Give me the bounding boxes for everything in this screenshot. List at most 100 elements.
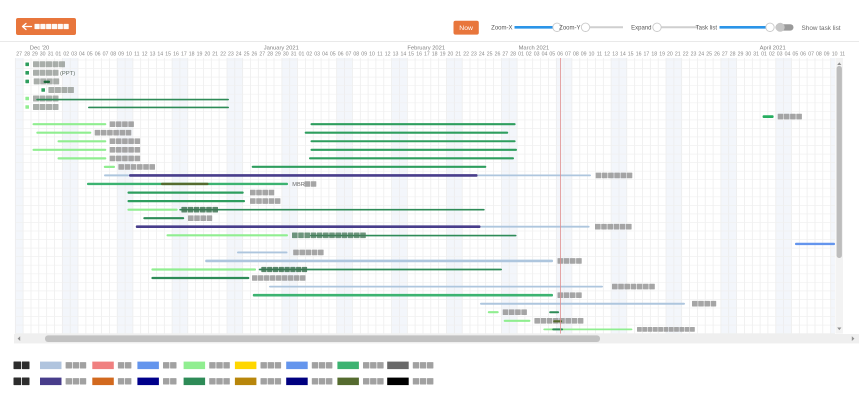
svg-text:06: 06 — [557, 52, 563, 58]
svg-text:01: 01 — [518, 52, 524, 58]
svg-text:06: 06 — [95, 52, 101, 58]
svg-text:13: 13 — [150, 52, 156, 58]
svg-text:17: 17 — [644, 52, 650, 58]
svg-text:26: 26 — [495, 52, 501, 58]
svg-text:Show task list: Show task list — [802, 25, 841, 32]
svg-text:27: 27 — [502, 52, 508, 58]
svg-text:10: 10 — [369, 52, 375, 58]
svg-text:21: 21 — [455, 52, 461, 58]
svg-text:23: 23 — [691, 52, 697, 58]
svg-text:28: 28 — [267, 52, 273, 58]
svg-text:25: 25 — [244, 52, 250, 58]
svg-text:26: 26 — [252, 52, 258, 58]
svg-text:13: 13 — [393, 52, 399, 58]
svg-text:01: 01 — [56, 52, 62, 58]
svg-text:18: 18 — [432, 52, 438, 58]
svg-text:08: 08 — [573, 52, 579, 58]
svg-text:02: 02 — [306, 52, 312, 58]
svg-text:05: 05 — [330, 52, 336, 58]
svg-text:12: 12 — [385, 52, 391, 58]
svg-text:04: 04 — [322, 52, 328, 58]
svg-text:02: 02 — [526, 52, 532, 58]
svg-text:29: 29 — [738, 52, 744, 58]
svg-text:23: 23 — [228, 52, 234, 58]
svg-text:11: 11 — [377, 52, 382, 58]
svg-text:14: 14 — [401, 52, 407, 58]
svg-text:04: 04 — [542, 52, 548, 58]
svg-text:02: 02 — [769, 52, 775, 58]
svg-text:28: 28 — [510, 52, 516, 58]
svg-text:08: 08 — [816, 52, 822, 58]
svg-text:03: 03 — [534, 52, 540, 58]
svg-text:20: 20 — [448, 52, 454, 58]
svg-text:22: 22 — [463, 52, 469, 58]
svg-text:21: 21 — [675, 52, 681, 58]
svg-text:12: 12 — [604, 52, 610, 58]
svg-text:11: 11 — [597, 52, 602, 58]
svg-text:28: 28 — [730, 52, 736, 58]
svg-text:18: 18 — [651, 52, 657, 58]
svg-text:07: 07 — [565, 52, 571, 58]
svg-text:14: 14 — [157, 52, 163, 58]
svg-text:05: 05 — [87, 52, 93, 58]
svg-text:10: 10 — [126, 52, 132, 58]
svg-text:24: 24 — [698, 52, 704, 58]
svg-text:31: 31 — [48, 52, 54, 58]
svg-text:05: 05 — [793, 52, 799, 58]
svg-text:16: 16 — [636, 52, 642, 58]
svg-text:March 2021: March 2021 — [519, 45, 550, 51]
svg-text:Expand: Expand — [631, 25, 651, 31]
svg-text:05: 05 — [549, 52, 555, 58]
svg-text:Now: Now — [459, 25, 473, 32]
svg-text:06: 06 — [338, 52, 344, 58]
svg-text:03: 03 — [777, 52, 783, 58]
svg-text:14: 14 — [620, 52, 626, 58]
svg-text:09: 09 — [581, 52, 587, 58]
svg-text:20: 20 — [667, 52, 673, 58]
svg-text:16: 16 — [173, 52, 179, 58]
svg-text:Task list: Task list — [696, 25, 718, 31]
svg-text:23: 23 — [471, 52, 477, 58]
svg-text:26: 26 — [714, 52, 720, 58]
svg-text:February 2021: February 2021 — [407, 45, 445, 51]
svg-text:January 2021: January 2021 — [264, 45, 299, 51]
svg-text:(PPT): (PPT) — [60, 71, 75, 77]
svg-text:01: 01 — [299, 52, 305, 58]
svg-text:24: 24 — [479, 52, 485, 58]
svg-text:19: 19 — [440, 52, 446, 58]
svg-text:31: 31 — [753, 52, 759, 58]
svg-text:02: 02 — [63, 52, 69, 58]
svg-text:09: 09 — [361, 52, 367, 58]
svg-text:11: 11 — [840, 52, 845, 58]
svg-text:03: 03 — [71, 52, 77, 58]
svg-text:15: 15 — [165, 52, 171, 58]
svg-text:04: 04 — [79, 52, 85, 58]
svg-text:07: 07 — [808, 52, 814, 58]
svg-text:11: 11 — [134, 52, 139, 58]
svg-text:25: 25 — [706, 52, 712, 58]
svg-text:31: 31 — [291, 52, 297, 58]
svg-text:01: 01 — [761, 52, 767, 58]
svg-text:19: 19 — [197, 52, 203, 58]
svg-text:28: 28 — [24, 52, 30, 58]
svg-text:09: 09 — [118, 52, 124, 58]
svg-text:27: 27 — [722, 52, 728, 58]
svg-text:30: 30 — [745, 52, 751, 58]
svg-text:17: 17 — [181, 52, 187, 58]
svg-text:24: 24 — [236, 52, 242, 58]
svg-text:29: 29 — [32, 52, 38, 58]
svg-text:22: 22 — [683, 52, 689, 58]
svg-text:07: 07 — [346, 52, 352, 58]
svg-text:08: 08 — [110, 52, 116, 58]
svg-text:07: 07 — [103, 52, 109, 58]
svg-text:15: 15 — [408, 52, 414, 58]
svg-text:25: 25 — [487, 52, 493, 58]
svg-text:21: 21 — [212, 52, 218, 58]
svg-text:19: 19 — [659, 52, 665, 58]
svg-text:18: 18 — [189, 52, 195, 58]
svg-text:29: 29 — [275, 52, 281, 58]
svg-text:30: 30 — [283, 52, 289, 58]
svg-text:22: 22 — [220, 52, 226, 58]
svg-text:12: 12 — [142, 52, 148, 58]
svg-text:April 2021: April 2021 — [760, 45, 786, 51]
